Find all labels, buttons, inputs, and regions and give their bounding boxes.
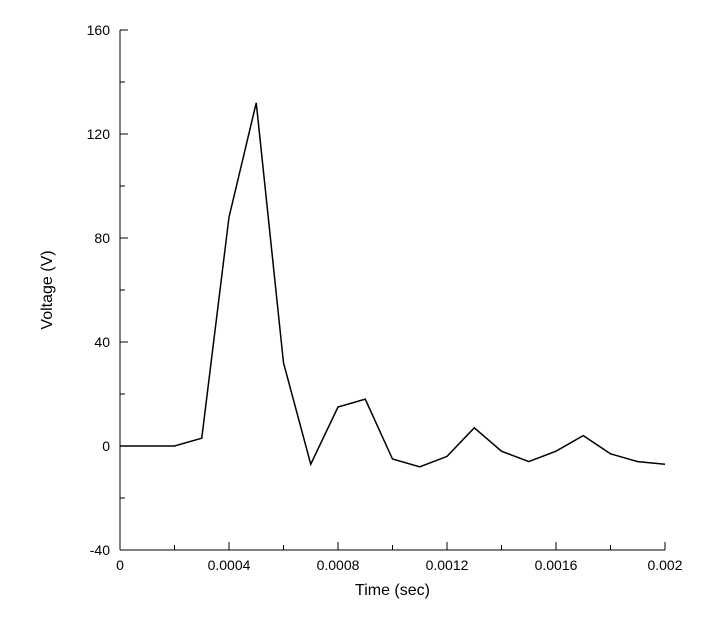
x-tick-label: 0.002	[647, 557, 682, 573]
voltage-time-chart: 0 0.0004 0.0008 0.0012 0.0016 0.002 -40 0 40 80 12…	[0, 0, 704, 637]
y-axis-label: Voltage (V)	[39, 250, 56, 329]
y-tick-label: 40	[94, 334, 110, 350]
x-tick-label: 0.0016	[535, 557, 578, 573]
y-tick-label: 80	[94, 230, 110, 246]
y-tick-label: -40	[90, 542, 110, 558]
x-axis-label: Time (sec)	[355, 582, 430, 599]
x-tick-label: 0.0008	[317, 557, 360, 573]
y-tick-label: 120	[87, 126, 111, 142]
y-tick-label: 160	[87, 22, 111, 38]
y-tick-label: 0	[102, 438, 110, 454]
x-tick-label: 0.0004	[208, 557, 251, 573]
chart-svg: 0 0.0004 0.0008 0.0012 0.0016 0.002 -40 0 40 80 12…	[0, 0, 704, 637]
x-tick-label: 0	[116, 557, 124, 573]
x-tick-label: 0.0012	[426, 557, 469, 573]
